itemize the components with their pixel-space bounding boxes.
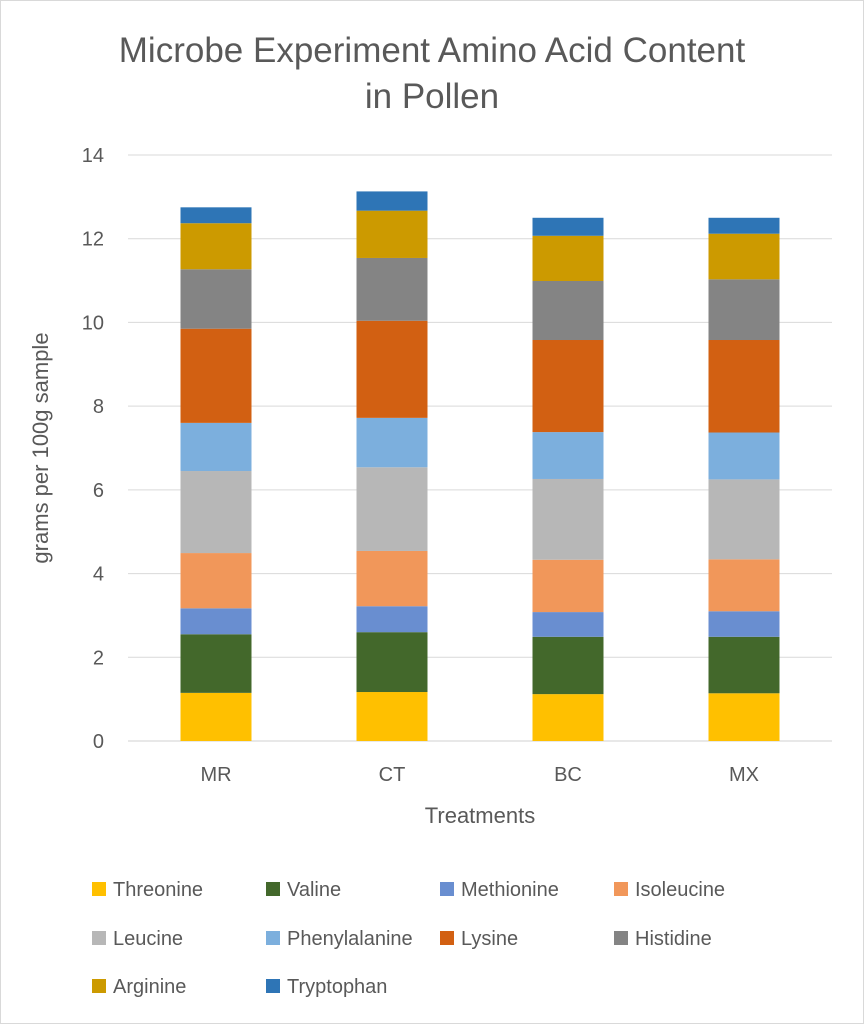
- bar-segment-valine-mx: [708, 636, 780, 694]
- bar-stack-mx: [708, 217, 780, 741]
- x-tick-label: BC: [554, 764, 582, 786]
- legend-item-valine: Valine: [266, 879, 341, 901]
- bar-segment-arginine-mx: [708, 233, 780, 280]
- bar-segment-arginine-ct: [356, 210, 428, 258]
- x-tick-label: MX: [729, 764, 759, 786]
- bar-segment-leucine-mx: [708, 479, 780, 560]
- bar-segment-phenylalanine-mr: [180, 422, 252, 472]
- x-tick-label: MR: [200, 764, 231, 786]
- legend-swatch: [440, 931, 454, 945]
- bar-segment-valine-ct: [356, 632, 428, 693]
- bar-stack-bc: [532, 217, 604, 741]
- bar-segment-isoleucine-ct: [356, 550, 428, 607]
- legend-label: Threonine: [113, 879, 203, 901]
- bar-segment-leucine-bc: [532, 478, 604, 560]
- bar-segment-phenylalanine-ct: [356, 417, 428, 468]
- bar-segment-lysine-ct: [356, 320, 428, 418]
- y-tick-label: 2: [93, 647, 104, 669]
- bar-segment-histidine-bc: [532, 280, 604, 341]
- chart-title-line2: in Pollen: [364, 77, 500, 116]
- bar-segment-arginine-bc: [532, 235, 604, 281]
- bar-segment-phenylalanine-mx: [708, 432, 780, 480]
- y-tick-label: 6: [93, 480, 104, 502]
- legend-swatch: [614, 931, 628, 945]
- bar-segment-isoleucine-bc: [532, 559, 604, 613]
- bar-segment-arginine-mr: [180, 223, 252, 270]
- bar-segment-methionine-bc: [532, 612, 604, 637]
- y-axis-ticks: 0 2 4 6 8 10 12 14: [82, 145, 104, 753]
- legend-item-arginine: Arginine: [92, 976, 186, 998]
- legend-label: Leucine: [113, 928, 183, 950]
- y-tick-label: 10: [82, 312, 104, 334]
- bar-segment-tryptophan-bc: [532, 217, 604, 236]
- chart-title: Microbe Experiment Amino Acid Content in…: [0, 28, 864, 120]
- bar-segment-isoleucine-mr: [180, 553, 252, 609]
- bar-stack-ct: [356, 191, 428, 741]
- bar-segment-valine-mr: [180, 634, 252, 693]
- bar-segment-threonine-mx: [708, 693, 780, 741]
- legend-swatch: [266, 931, 280, 945]
- legend-item-histidine: Histidine: [614, 928, 712, 950]
- bar-segment-leucine-ct: [356, 467, 428, 551]
- y-tick-label: 8: [93, 396, 104, 418]
- legend-item-threonine: Threonine: [92, 879, 203, 901]
- bar-segment-lysine-mr: [180, 328, 252, 423]
- legend-swatch: [92, 979, 106, 993]
- bar-segment-methionine-ct: [356, 606, 428, 633]
- legend-item-phenylalanine: Phenylalanine: [266, 928, 413, 950]
- legend-label: Tryptophan: [287, 976, 387, 998]
- bar-segment-threonine-mr: [180, 692, 252, 741]
- legend-label: Lysine: [461, 928, 518, 950]
- bar-segment-methionine-mx: [708, 611, 780, 637]
- bar-segment-histidine-ct: [356, 257, 428, 321]
- legend-swatch: [440, 882, 454, 896]
- x-tick-label: CT: [379, 764, 406, 786]
- legend-label: Histidine: [635, 928, 712, 950]
- bar-segment-lysine-mx: [708, 340, 780, 433]
- x-axis-ticks: MR CT BC MX: [200, 764, 759, 786]
- legend-item-isoleucine: Isoleucine: [614, 879, 725, 901]
- bar-segment-lysine-bc: [532, 340, 604, 433]
- bar-stack-mr: [180, 207, 252, 741]
- legend-label: Arginine: [113, 976, 186, 998]
- bar-segment-tryptophan-mx: [708, 217, 780, 234]
- legend-label: Phenylalanine: [287, 928, 413, 950]
- y-tick-label: 12: [82, 229, 104, 251]
- legend: Threonine Valine Methionine Isoleucine Leuci…: [92, 879, 725, 998]
- bar-segment-phenylalanine-bc: [532, 432, 604, 479]
- legend-label: Isoleucine: [635, 879, 725, 901]
- bar-segment-tryptophan-mr: [180, 207, 252, 224]
- legend-label: Valine: [287, 879, 341, 901]
- legend-item-leucine: Leucine: [92, 928, 183, 950]
- legend-swatch: [614, 882, 628, 896]
- y-tick-label: 14: [82, 145, 104, 167]
- bar-segment-valine-bc: [532, 636, 604, 695]
- legend-label: Methionine: [461, 879, 559, 901]
- legend-item-methionine: Methionine: [440, 879, 559, 901]
- legend-item-tryptophan: Tryptophan: [266, 976, 387, 998]
- legend-item-lysine: Lysine: [440, 928, 518, 950]
- chart-title-line1: Microbe Experiment Amino Acid Content: [118, 31, 746, 70]
- bar-segment-leucine-mr: [180, 471, 252, 554]
- bars: [180, 191, 780, 741]
- legend-swatch: [92, 882, 106, 896]
- y-axis-title: grams per 100g sample: [28, 332, 53, 563]
- legend-swatch: [266, 979, 280, 993]
- bar-segment-histidine-mx: [708, 279, 780, 341]
- legend-swatch: [266, 882, 280, 896]
- y-tick-label: 0: [93, 731, 104, 753]
- bar-segment-methionine-mr: [180, 608, 252, 635]
- bar-segment-threonine-ct: [356, 692, 428, 741]
- legend-swatch: [92, 931, 106, 945]
- bar-segment-threonine-bc: [532, 694, 604, 741]
- x-axis-title: Treatments: [425, 803, 535, 828]
- bar-segment-tryptophan-ct: [356, 191, 428, 211]
- bar-segment-histidine-mr: [180, 269, 252, 329]
- y-tick-label: 4: [93, 564, 104, 586]
- bar-segment-isoleucine-mx: [708, 559, 780, 612]
